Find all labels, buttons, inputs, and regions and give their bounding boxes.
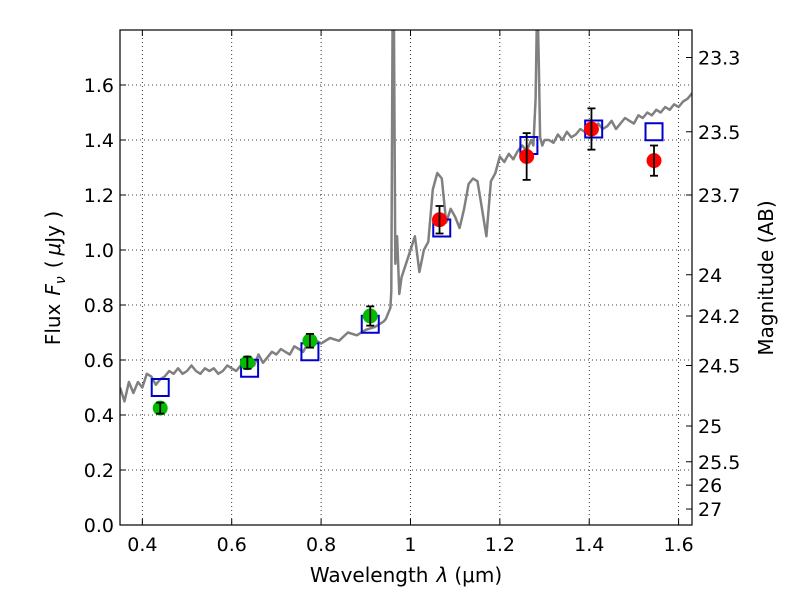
y-tick-label: 0.8: [84, 295, 114, 317]
magnitude-tick-label: 27: [698, 499, 722, 521]
magnitude-tick-label: 23.7: [698, 185, 740, 207]
model-photometry-square: [644, 122, 664, 142]
model-photometry-square: [150, 378, 170, 397]
y-tick-label: 1.0: [84, 240, 114, 262]
magnitude-tick-label: 25.5: [698, 452, 740, 474]
y-tick-label: 0.4: [84, 405, 114, 427]
x-axis-label: Wavelength λ (μm): [310, 563, 502, 587]
y-tick-label: 0.6: [84, 350, 114, 372]
y-axis-label: FluxFν(μJy ): [41, 211, 69, 345]
y-tick-label: 1.2: [84, 185, 114, 207]
x-tick-label: 1.2: [485, 534, 515, 556]
magnitude-tick-label: 24: [698, 265, 722, 287]
magnitude-tick-label: 23.3: [698, 48, 740, 70]
magnitude-tick-label: 23.5: [698, 122, 740, 144]
x-tick-label: 1: [404, 534, 416, 556]
magnitude-tick-label: 26: [698, 475, 722, 497]
y-tick-label: 1.4: [84, 130, 114, 152]
magnitude-tick-label: 24.2: [698, 306, 740, 328]
y-tick-label: 0.2: [84, 460, 114, 482]
plot-frame: [119, 29, 693, 526]
magnitude-tick-label: 24.5: [698, 356, 740, 378]
magnitude-tick-label: 25: [698, 416, 722, 438]
plot-area: [120, 30, 692, 416]
axis-ticks: [120, 30, 692, 526]
x-tick-label: 0.8: [306, 534, 336, 556]
x-tick-label: 0.6: [217, 534, 247, 556]
x-tick-label: 1.4: [574, 534, 604, 556]
y-tick-label: 1.6: [84, 75, 114, 97]
grid-lines: [120, 30, 692, 525]
x-tick-label: 1.6: [663, 534, 693, 556]
y-tick-label: 0.0: [84, 515, 114, 537]
x-tick-label: 0.4: [127, 534, 157, 556]
tick-labels: 0.4 0.6 0.8 1 1.2 1.4 1.6 0.0 0.2 0.4 0.6 0.8 1.0 1.2…: [84, 48, 741, 557]
magnitude-axis-label: Magnitude (AB): [754, 200, 778, 355]
